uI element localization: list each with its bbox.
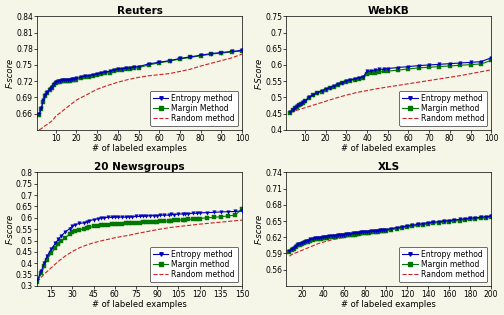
Legend: Entropy method, Margin method, Random method: Entropy method, Margin method, Random me… — [399, 90, 487, 126]
X-axis label: # of labeled examples: # of labeled examples — [92, 144, 187, 153]
Legend: Entropy method, Margin method, Random method: Entropy method, Margin method, Random me… — [150, 247, 238, 282]
Title: Reuters: Reuters — [116, 6, 162, 15]
Legend: Entropy method, Margin method, Random method: Entropy method, Margin method, Random me… — [399, 247, 487, 282]
Title: WebKB: WebKB — [368, 6, 410, 15]
Y-axis label: F-Score: F-Score — [255, 58, 264, 89]
Title: 20 Newsgroups: 20 Newsgroups — [94, 162, 185, 172]
X-axis label: # of labeled examples: # of labeled examples — [341, 301, 436, 309]
Y-axis label: F-score: F-score — [6, 58, 15, 88]
Title: XLS: XLS — [377, 162, 400, 172]
Legend: Entropy method, Margin Method, Random method: Entropy method, Margin Method, Random me… — [150, 90, 238, 126]
X-axis label: # of labeled examples: # of labeled examples — [341, 144, 436, 153]
X-axis label: # of labeled examples: # of labeled examples — [92, 301, 187, 309]
Y-axis label: F-score: F-score — [6, 214, 15, 244]
Y-axis label: F-score: F-score — [255, 214, 264, 244]
